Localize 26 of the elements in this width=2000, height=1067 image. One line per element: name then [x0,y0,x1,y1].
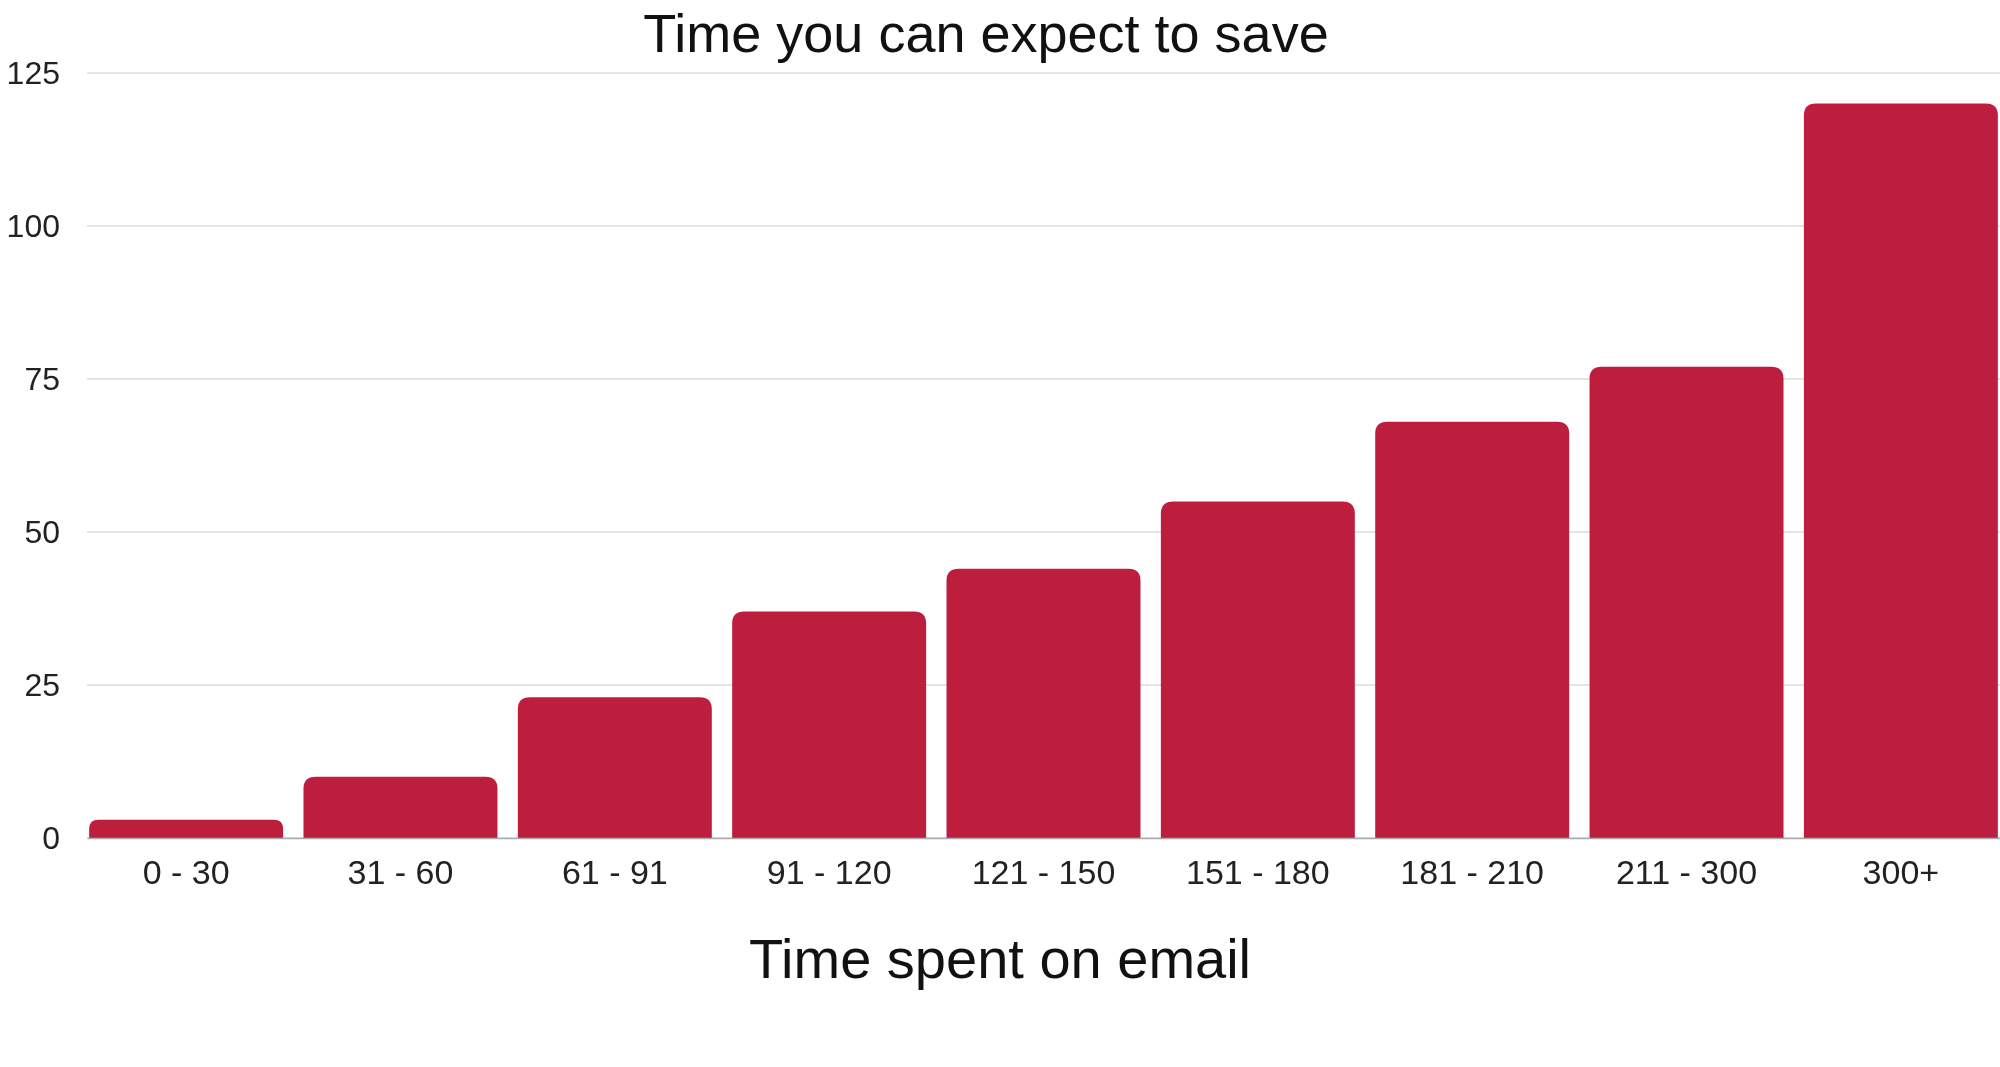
x-tick-label: 0 - 30 [142,853,230,892]
bar [517,697,712,838]
x-axis-title: Time spent on email [748,927,1252,990]
bar [1589,366,1784,838]
x-tick-label: 61 - 91 [561,853,668,892]
bar [1375,421,1570,838]
y-tick-label: 0 [42,819,60,856]
x-tick-label: 151 - 180 [1186,853,1330,892]
bar [1803,103,1998,838]
x-tick-label: 181 - 210 [1400,853,1545,892]
bar [1160,501,1355,838]
y-tick-label: 25 [24,666,60,703]
x-tick-label: 300+ [1862,853,1940,892]
x-tick-label: 91 - 120 [766,853,892,892]
bar [303,776,498,838]
chart-title: Time you can expect to save [643,3,1329,63]
x-tick-label: 31 - 60 [347,853,454,892]
bar [946,568,1141,838]
y-tick-label: 50 [24,513,60,550]
x-tick-label: 121 - 150 [971,853,1116,892]
x-tick-label: 211 - 300 [1615,853,1758,892]
y-tick-label: 125 [6,54,60,91]
bar [732,611,927,838]
y-tick-label: 100 [6,207,60,244]
bar [89,819,284,838]
y-tick-label: 75 [24,360,60,397]
